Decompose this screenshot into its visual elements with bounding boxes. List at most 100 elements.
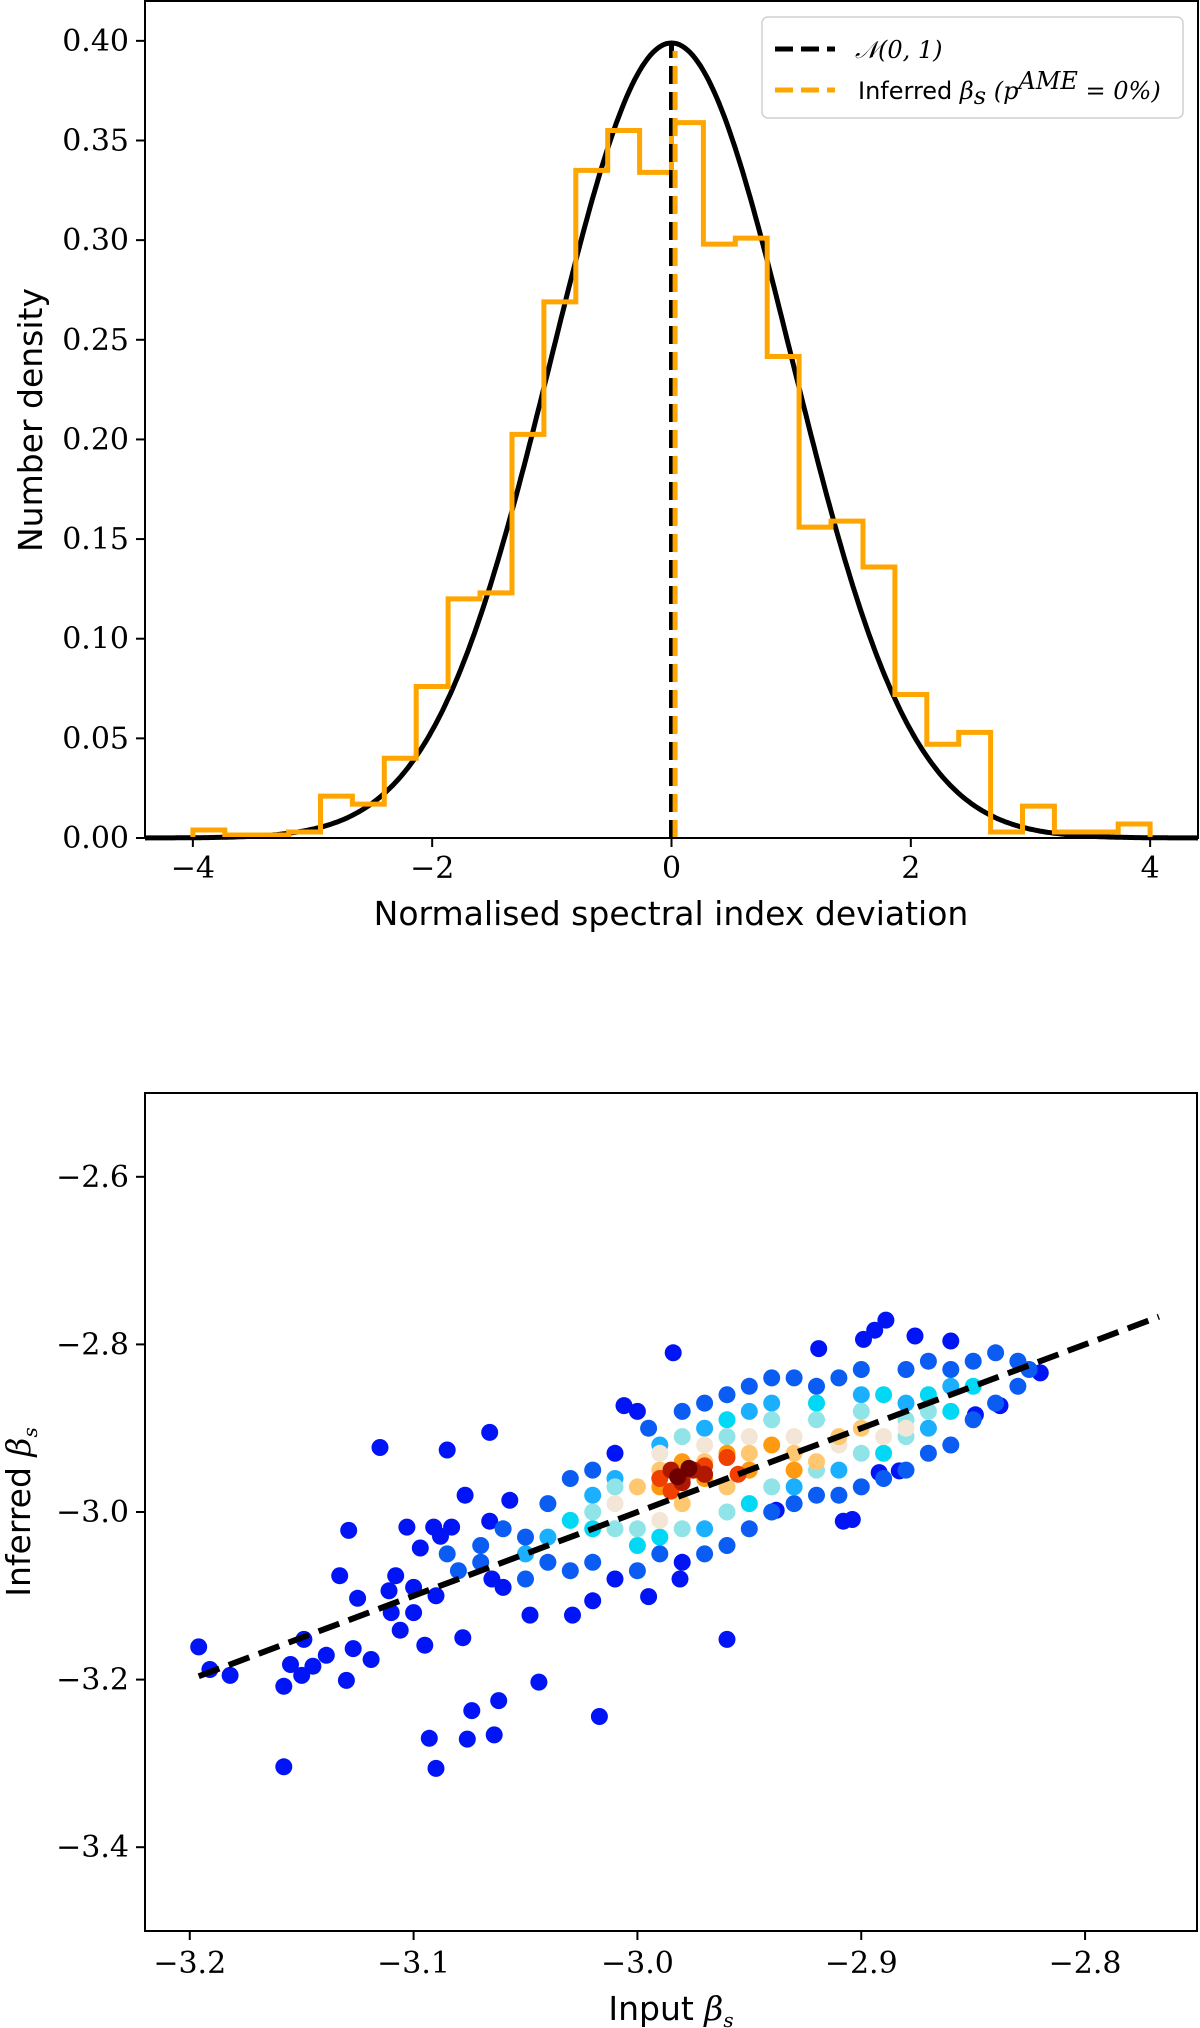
scatter-point [405, 1604, 423, 1622]
scatter-point [852, 1478, 870, 1496]
scatter-point [830, 1461, 848, 1479]
scatter-point [337, 1671, 355, 1689]
scatter-point [852, 1402, 870, 1420]
scatter-point [517, 1528, 534, 1546]
scatter-point [718, 1537, 736, 1554]
scatter-point [718, 1503, 736, 1521]
x-tick-label: −2.9 [825, 1946, 898, 1981]
scatter-point [606, 1444, 624, 1462]
y-tick-label: 0.40 [62, 24, 129, 59]
scatter-point [671, 1570, 689, 1588]
x-tick-label: −4 [171, 851, 215, 886]
scatter-point [897, 1394, 915, 1412]
scatter-point [919, 1419, 937, 1437]
legend-inferred-label: Inferred βs (pAME = 0%) [858, 67, 1161, 110]
scatter-point [763, 1478, 781, 1496]
scatter-point [485, 1726, 503, 1744]
scatter-point [584, 1553, 602, 1571]
scatter-point [628, 1402, 646, 1420]
scatter-point [427, 1587, 445, 1605]
scatter-point [344, 1640, 362, 1658]
scatter-point [808, 1411, 825, 1429]
scatter-point [810, 1340, 828, 1358]
scatter-point [606, 1478, 624, 1496]
scatter-point [584, 1461, 602, 1479]
scatter-point [763, 1369, 781, 1387]
histogram-y-ticks: 0.00 0.05 0.10 0.15 0.20 0.25 0.30 0.35 0.40 [62, 24, 145, 856]
scatter-point [628, 1562, 646, 1580]
scatter-point [387, 1567, 405, 1585]
scatter-point [438, 1545, 456, 1563]
scatter-point [808, 1394, 825, 1412]
scatter-point [680, 1459, 698, 1477]
scatter-point [494, 1520, 512, 1538]
scatter-point [718, 1630, 736, 1648]
scatter-point [539, 1495, 557, 1513]
scatter-point [584, 1486, 602, 1504]
scatter-point [539, 1553, 557, 1571]
scatter-point [942, 1436, 960, 1454]
scatter-point [763, 1411, 781, 1429]
x-tick-label: −3.2 [153, 1946, 226, 1981]
histogram-y-axis-label: Number density [11, 288, 50, 552]
scatter-point [785, 1478, 803, 1496]
scatter-point [808, 1377, 825, 1395]
scatter-point [875, 1470, 893, 1487]
histogram-x-axis-label: Normalised spectral index deviation [374, 894, 969, 933]
scatter-point [463, 1702, 481, 1720]
scatter-point [897, 1461, 915, 1479]
legend-normal-label: 𝒩(0, 1) [855, 36, 943, 64]
y-tick-label: 0.25 [62, 323, 129, 358]
scatter-point [696, 1436, 714, 1454]
scatter-x-axis-label: Input βs [608, 1989, 733, 2028]
scatter-point [763, 1503, 781, 1521]
scatter-point [852, 1386, 870, 1404]
scatter-point [494, 1578, 512, 1596]
scatter-point [718, 1428, 736, 1446]
y-tick-label: 0.15 [62, 522, 129, 557]
y-tick-label: 0.30 [62, 223, 129, 258]
scatter-point [628, 1537, 646, 1554]
scatter-y-axis-label: Inferred βs [0, 1427, 42, 1596]
scatter-point [651, 1528, 669, 1546]
y-tick-label: 0.05 [62, 721, 129, 756]
scatter-point [530, 1673, 548, 1691]
scatter-point [640, 1419, 658, 1437]
x-tick-label: −3.0 [601, 1946, 674, 1981]
scatter-point [866, 1321, 884, 1339]
scatter-point [673, 1428, 691, 1446]
scatter-point [651, 1444, 669, 1462]
scatter-point [584, 1592, 602, 1610]
x-tick-label: −2 [410, 851, 454, 886]
scatter-point [420, 1729, 438, 1747]
scatter-point [740, 1377, 758, 1395]
y-tick-label: −3.0 [56, 1495, 129, 1530]
scatter-point [696, 1394, 714, 1412]
scatter-point [852, 1361, 870, 1378]
scatter-point [380, 1582, 398, 1600]
scatter-point [855, 1330, 872, 1348]
scatter-point [362, 1651, 380, 1668]
one-to-one-reference-line [197, 1313, 1161, 1680]
scatter-panel: −3.2 −3.1 −3.0 −2.9 −2.8 −2.6−2.8−3.0−3.2−3.… [0, 1092, 1198, 2028]
scatter-point [673, 1520, 691, 1538]
scatter-point [664, 1344, 682, 1362]
y-tick-label: 0.20 [62, 422, 129, 457]
scatter-point [443, 1518, 461, 1536]
scatter-point [317, 1646, 335, 1664]
scatter-point [696, 1419, 714, 1437]
scatter-point [785, 1495, 803, 1513]
scatter-point [906, 1327, 924, 1345]
y-tick-label: 0.10 [62, 622, 129, 657]
scatter-point [628, 1478, 646, 1496]
scatter-point [852, 1444, 870, 1462]
scatter-point [584, 1503, 602, 1521]
scatter-point [718, 1386, 736, 1404]
scatter-point [490, 1692, 508, 1710]
y-tick-label: −3.4 [56, 1830, 129, 1865]
scatter-point [564, 1606, 581, 1624]
scatter-point [590, 1708, 608, 1725]
scatter-point [1009, 1377, 1027, 1395]
scatter-point [275, 1758, 293, 1776]
scatter-point [740, 1428, 758, 1446]
